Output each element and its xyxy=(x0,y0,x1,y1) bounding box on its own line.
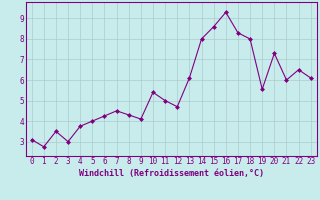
X-axis label: Windchill (Refroidissement éolien,°C): Windchill (Refroidissement éolien,°C) xyxy=(79,169,264,178)
